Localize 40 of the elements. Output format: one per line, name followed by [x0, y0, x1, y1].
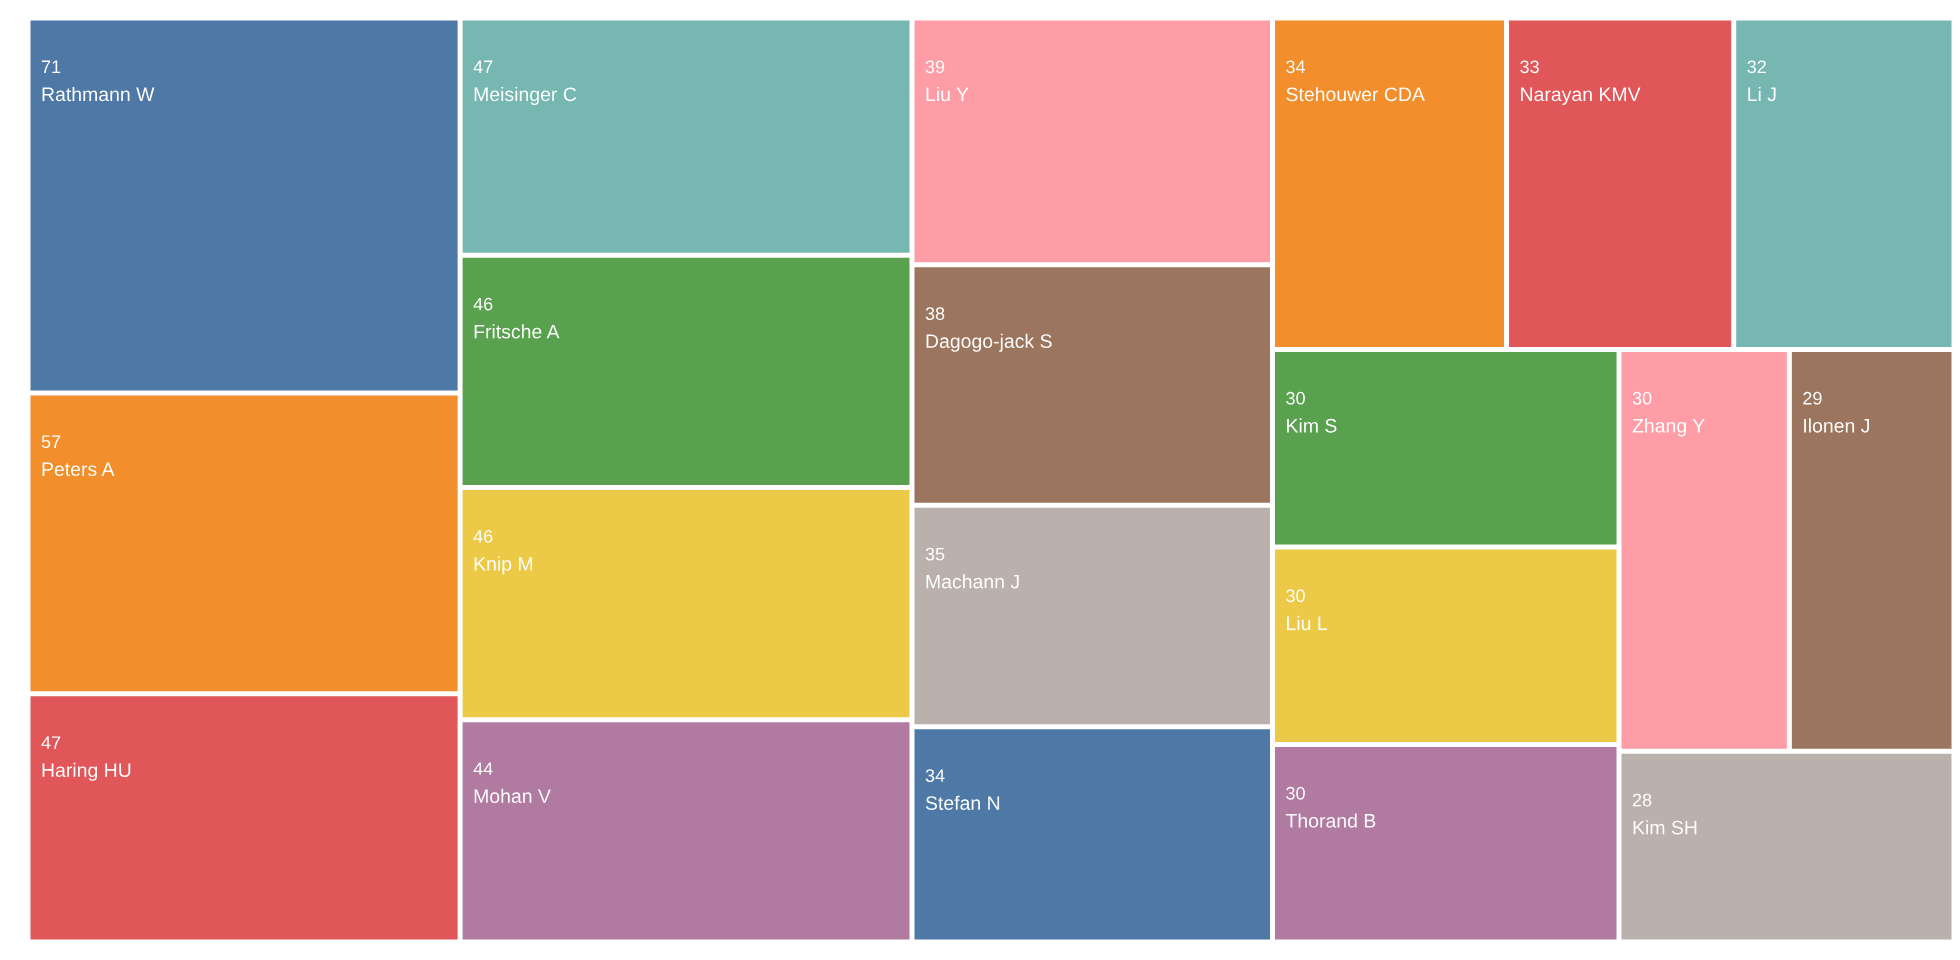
category-label: Thorand B	[1285, 813, 1376, 828]
category-label: Liu L	[1287, 615, 1328, 631]
category-label: Fritsche A	[474, 324, 560, 339]
data-label: 29	[1803, 391, 1822, 405]
data-label: 47	[41, 736, 61, 749]
category-label: Narayan KMV	[1521, 87, 1641, 106]
category-label: Stehouwer CDA	[1286, 86, 1425, 102]
data-label: 46	[473, 529, 493, 543]
data-label: 34	[925, 769, 945, 782]
category-label: Kim S	[1287, 418, 1337, 433]
category-label: Zhang Y	[1632, 418, 1705, 437]
category-label: Machann J	[926, 574, 1019, 589]
data-label: 47	[473, 60, 493, 73]
data-label: 30	[1286, 391, 1305, 405]
category-label: Ilonen J	[1804, 418, 1870, 433]
data-label: 34	[1286, 60, 1306, 74]
category-label: Meisinger C	[474, 86, 577, 106]
data-label: 46	[473, 297, 493, 311]
category-label: Liu Y	[926, 86, 969, 102]
category-label: Stefan N	[925, 795, 1000, 811]
category-label: Rathmann W	[42, 86, 155, 102]
category-label: Haring HU	[42, 762, 131, 781]
category-label: Mohan V	[474, 788, 551, 804]
data-label: 30	[1286, 589, 1305, 603]
data-label: 39	[925, 60, 945, 74]
data-label: 57	[41, 435, 61, 449]
data-label: 33	[1520, 60, 1539, 74]
category-label: Knip M	[474, 556, 533, 575]
data-label: 28	[1632, 793, 1652, 807]
data-label: 35	[925, 547, 945, 561]
data-label: 71	[41, 60, 61, 73]
data-label: 38	[925, 307, 945, 320]
data-label: 30	[1286, 786, 1305, 800]
data-label: 44	[473, 762, 493, 775]
category-label: Dagogo-jack S	[926, 333, 1052, 352]
category-label: Kim SH	[1633, 820, 1697, 835]
category-label: Peters A	[42, 462, 115, 477]
category-label: Li J	[1748, 86, 1776, 102]
data-label: 30	[1632, 391, 1652, 405]
data-label: 32	[1747, 60, 1766, 74]
